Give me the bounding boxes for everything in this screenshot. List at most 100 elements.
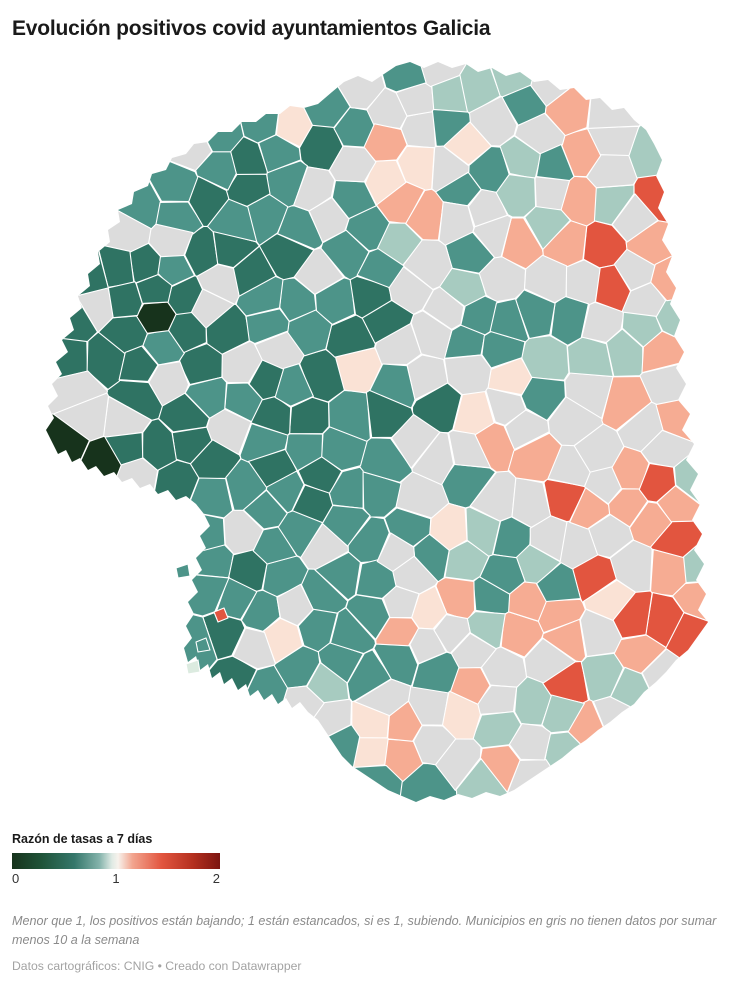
municipality-area[interactable] xyxy=(361,299,415,344)
municipality-area[interactable] xyxy=(258,134,302,174)
municipality-area[interactable] xyxy=(118,345,159,382)
municipality-area[interactable] xyxy=(376,532,416,572)
municipality-area[interactable] xyxy=(0,146,153,253)
municipality-area[interactable] xyxy=(0,162,109,297)
municipality-area[interactable] xyxy=(227,724,361,827)
municipality-island[interactable] xyxy=(175,563,191,579)
municipality-area[interactable] xyxy=(293,166,336,212)
municipality-area[interactable] xyxy=(257,685,326,783)
municipality-area[interactable] xyxy=(441,690,482,740)
municipality-area[interactable] xyxy=(467,145,510,194)
municipality-area[interactable] xyxy=(612,590,653,639)
municipality-area[interactable] xyxy=(410,310,453,361)
municipality-area[interactable] xyxy=(223,52,286,144)
municipality-area[interactable] xyxy=(321,504,371,547)
municipality-area[interactable] xyxy=(308,196,350,243)
municipality-area[interactable] xyxy=(448,429,492,469)
municipality-area[interactable] xyxy=(601,375,653,431)
municipality-area[interactable] xyxy=(544,731,654,827)
municipality-area[interactable] xyxy=(274,363,314,407)
municipality-island[interactable] xyxy=(213,607,229,623)
municipality-area[interactable] xyxy=(329,607,377,655)
municipality-area[interactable] xyxy=(592,695,756,827)
municipality-area[interactable] xyxy=(0,587,218,827)
municipality-area[interactable] xyxy=(460,295,498,336)
municipality-area[interactable] xyxy=(529,515,568,562)
municipality-area[interactable] xyxy=(479,744,521,793)
municipality-area[interactable] xyxy=(232,627,276,670)
municipality-area[interactable] xyxy=(627,53,756,179)
municipality-area[interactable] xyxy=(638,462,677,503)
municipality-area[interactable] xyxy=(382,585,420,619)
municipality-area[interactable] xyxy=(594,264,632,313)
municipality-area[interactable] xyxy=(21,52,213,172)
municipality-area[interactable] xyxy=(605,328,644,377)
municipality-area[interactable] xyxy=(275,65,314,148)
municipality-area[interactable] xyxy=(506,759,591,827)
municipality-island[interactable] xyxy=(185,659,201,675)
municipality-area[interactable] xyxy=(536,562,582,603)
municipality-area[interactable] xyxy=(76,655,258,827)
municipality-area[interactable] xyxy=(433,614,471,654)
municipality-area[interactable] xyxy=(320,229,370,281)
municipality-area[interactable] xyxy=(328,145,377,183)
municipality-area[interactable] xyxy=(158,392,210,433)
municipality-area[interactable] xyxy=(6,435,122,626)
municipality-area[interactable] xyxy=(196,263,240,306)
municipality-area[interactable] xyxy=(391,413,441,469)
municipality-area[interactable] xyxy=(228,549,268,592)
municipality-area[interactable] xyxy=(431,145,470,193)
municipality-area[interactable] xyxy=(611,193,659,243)
municipality-area[interactable] xyxy=(181,664,289,826)
municipality-area[interactable] xyxy=(524,205,571,250)
municipality-area[interactable] xyxy=(141,418,178,471)
municipality-area[interactable] xyxy=(262,617,304,665)
municipality-area[interactable] xyxy=(356,248,405,289)
legend-gradient-bar xyxy=(12,853,220,869)
municipality-area[interactable] xyxy=(277,510,324,559)
municipality-area[interactable] xyxy=(321,426,368,472)
municipality-area[interactable] xyxy=(353,678,412,717)
municipality-area[interactable] xyxy=(245,308,290,345)
municipality-area[interactable] xyxy=(148,223,194,258)
municipality-area[interactable] xyxy=(641,648,756,822)
municipality-area[interactable] xyxy=(306,661,350,704)
municipality-area[interactable] xyxy=(583,466,622,505)
municipality-area[interactable] xyxy=(297,608,338,653)
municipality-area[interactable] xyxy=(242,489,288,530)
municipality-area[interactable] xyxy=(508,581,547,622)
municipality-area[interactable] xyxy=(485,387,527,426)
municipality-area[interactable] xyxy=(314,551,361,601)
municipality-area[interactable] xyxy=(104,432,144,466)
municipality-area[interactable] xyxy=(431,74,469,113)
municipality-area[interactable] xyxy=(369,363,416,409)
municipality-area[interactable] xyxy=(683,518,756,584)
municipality-area[interactable] xyxy=(168,311,207,354)
municipality-area[interactable] xyxy=(107,281,143,319)
municipality-area[interactable] xyxy=(375,52,427,93)
municipality-area[interactable] xyxy=(523,254,568,304)
municipality-area[interactable] xyxy=(289,764,403,828)
municipality-area[interactable] xyxy=(535,143,575,182)
municipality-area[interactable] xyxy=(520,376,566,422)
municipality-area[interactable] xyxy=(362,470,402,518)
municipality-area[interactable] xyxy=(206,198,258,243)
municipality-area[interactable] xyxy=(69,457,159,595)
municipality-area[interactable] xyxy=(431,108,471,148)
municipality-area[interactable] xyxy=(0,52,162,230)
municipality-area[interactable] xyxy=(587,52,710,129)
municipality-area[interactable] xyxy=(449,667,491,705)
municipality-area[interactable] xyxy=(664,612,756,713)
municipality-area[interactable] xyxy=(629,501,673,548)
municipality-area[interactable] xyxy=(429,502,468,551)
municipality-area[interactable] xyxy=(507,432,563,483)
municipality-area[interactable] xyxy=(0,403,91,631)
municipality-area[interactable] xyxy=(650,225,756,302)
municipality-area[interactable] xyxy=(472,214,512,259)
municipality-area[interactable] xyxy=(84,568,230,617)
municipality-island[interactable] xyxy=(195,637,211,653)
municipality-area[interactable] xyxy=(325,314,377,358)
municipality-area[interactable] xyxy=(508,723,552,761)
municipality-area[interactable] xyxy=(159,52,245,153)
municipality-area[interactable] xyxy=(489,298,530,343)
